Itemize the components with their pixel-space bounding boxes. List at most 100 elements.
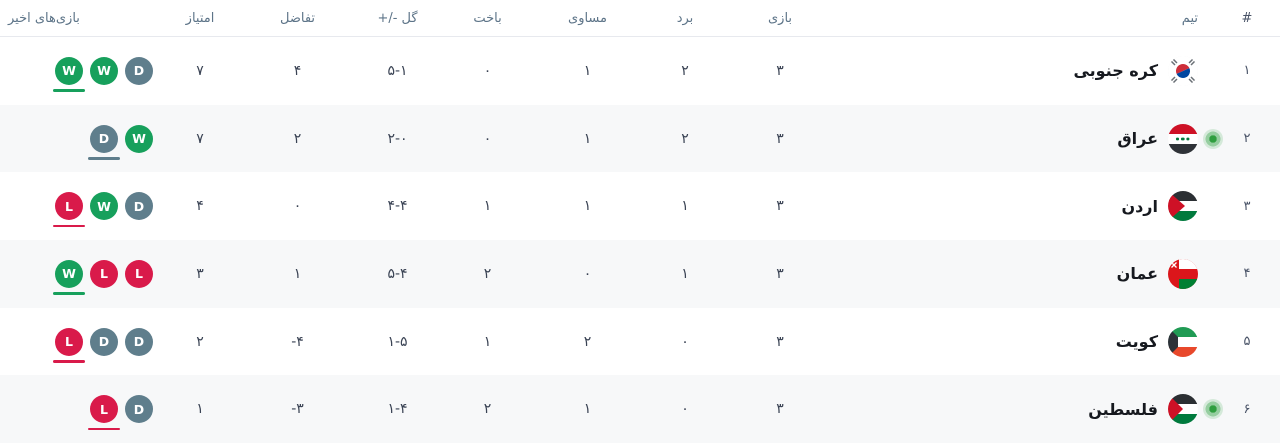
header-diff: تفاضل [279,10,316,26]
team-cell[interactable]: کویت [830,326,1198,357]
team-name: فلسطین [1088,399,1158,419]
result-chip-loss: L [53,327,85,363]
team-flag-icon [1168,326,1198,357]
result-chip-loss: L [90,259,118,288]
points-value: ۴ [196,198,204,215]
team-name: عمان [1116,264,1158,284]
goals-value: ۱-۵ [387,333,408,350]
team-name: اردن [1121,196,1158,216]
result-chip-loss: L [88,395,120,431]
live-indicator-icon [1203,399,1223,420]
result-chip-win: W [90,56,118,85]
result-chip-win: W [53,56,85,92]
team-cell[interactable]: عمان [830,258,1198,289]
goals-value: ۱-۴ [387,401,408,418]
result-chip-loss: L [53,192,85,228]
live-slot [1198,399,1228,420]
rank-value: ۶ [1243,401,1251,417]
result-chip-win: W [125,124,153,153]
losses-value: ۰ [483,130,492,147]
header-team: تیم [1181,10,1198,26]
header-played: بازی [767,10,793,26]
team-flag-icon [1168,191,1198,222]
draws-value: ۲ [583,333,592,350]
team-flag-icon [1168,123,1198,154]
goals-value: ۲-۰ [387,130,408,147]
played-value: ۳ [776,130,784,147]
draws-value: ۱ [583,198,592,215]
wins-value: ۲ [681,62,689,79]
losses-value: ۱ [483,333,492,350]
result-chip-draw: D [125,395,153,424]
losses-value: ۱ [483,198,492,215]
played-value: ۳ [776,62,784,79]
losses-value: ۰ [483,62,492,79]
points-value: ۷ [196,130,204,147]
rank-value: ۲ [1243,131,1251,146]
draws-value: ۰ [583,265,592,282]
live-indicator-icon [1203,128,1223,149]
result-chip-draw: D [125,192,153,221]
rank-value: ۴ [1243,266,1251,282]
diff-value: ۱ [293,265,302,282]
result-chip-draw: D [125,327,153,356]
points-value: ۳ [196,265,204,282]
result-chip-win: W [53,259,85,295]
wins-value: ۰ [681,401,689,418]
result-chip-win: W [90,192,118,221]
team-cell[interactable]: عراق [830,123,1198,154]
team-name: عراق [1117,129,1158,148]
points-value: ۱ [196,401,204,418]
team-cell[interactable]: اردن [830,191,1198,222]
header-rank: # [1241,10,1253,26]
diff-value: ۰ [293,198,302,215]
team-cell[interactable]: کره جنوبی [830,55,1198,86]
team-flag-icon [1168,258,1198,289]
header-goals: گل -/+ [377,10,418,26]
result-chip-draw: D [90,327,118,356]
team-name: کویت [1115,332,1158,352]
result-chip-draw: D [125,56,153,85]
draws-value: ۱ [583,130,592,147]
team-cell[interactable]: فلسطین [830,394,1198,425]
goals-value: ۴-۴ [387,198,408,215]
wins-value: ۱ [681,198,689,215]
diff-value: -۴ [291,333,304,350]
result-chip-loss: L [125,259,153,288]
losses-value: ۲ [483,265,492,282]
header-points: امتیاز [185,10,215,26]
team-name: کره جنوبی [1073,61,1158,81]
header-losses: باخت [473,10,502,26]
rank-value: ۳ [1243,198,1251,214]
header-draws: مساوی [568,10,607,26]
points-value: ۷ [196,62,204,79]
played-value: ۳ [776,265,784,282]
draws-value: ۱ [583,62,592,79]
wins-value: ۱ [681,265,689,282]
header-wins: برد [676,10,694,26]
goals-value: ۵-۴ [387,265,408,282]
points-value: ۲ [196,333,204,350]
wins-value: ۲ [681,130,689,147]
played-value: ۳ [776,401,784,418]
diff-value: ۲ [293,130,302,147]
rank-value: ۱ [1243,63,1251,79]
table-header-row: # تیم بازی برد مساوی باخت گل -/+ تفاضل ا… [0,0,1280,37]
losses-value: ۲ [483,401,492,418]
played-value: ۳ [776,333,784,350]
diff-value: ۴ [293,62,302,79]
live-slot [1198,128,1228,149]
wins-value: ۰ [681,333,689,350]
team-flag-icon [1168,55,1198,86]
draws-value: ۱ [583,401,592,418]
